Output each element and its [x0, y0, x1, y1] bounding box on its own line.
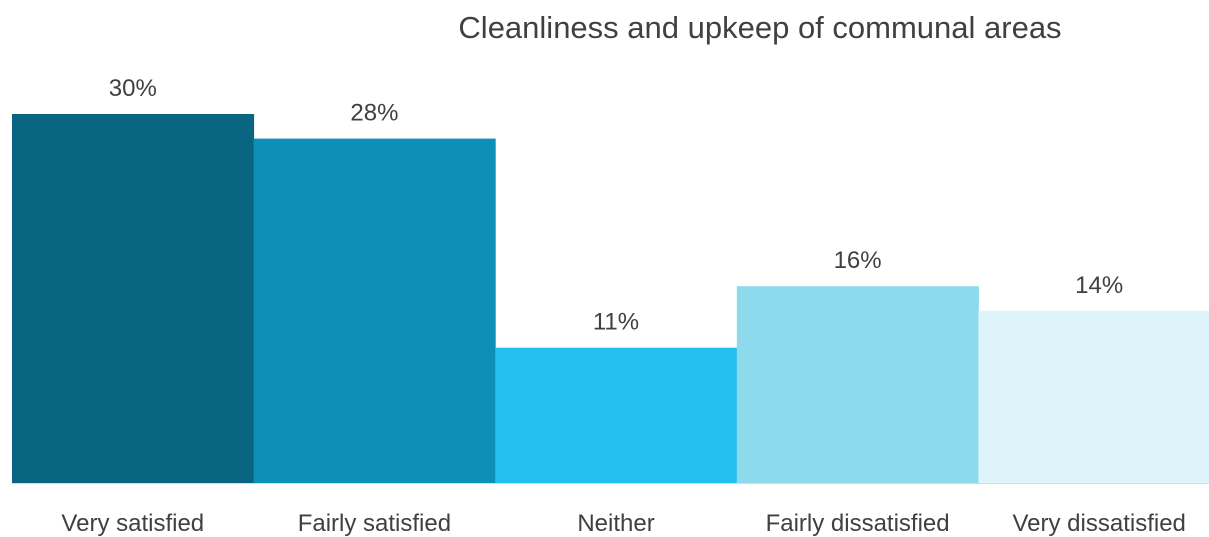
bar-fairly-satisfied	[253, 138, 496, 483]
bar-very-satisfied	[12, 114, 255, 483]
category-label: Very satisfied	[61, 510, 204, 537]
category-label: Neither	[577, 510, 654, 537]
category-label: Fairly dissatisfied	[766, 510, 950, 537]
category-label: Very dissatisfied	[1012, 510, 1185, 537]
bar-very-dissatisfied	[978, 310, 1209, 483]
chart-title: Cleanliness and upkeep of communal areas	[458, 10, 1062, 45]
data-label: 11%	[593, 309, 639, 336]
data-label: 16%	[834, 247, 882, 274]
category-label: Fairly satisfied	[298, 510, 451, 537]
data-label: 28%	[350, 100, 398, 127]
data-label: 30%	[109, 75, 157, 102]
bar-fairly-dissatisfied	[736, 286, 979, 483]
data-label: 14%	[1075, 272, 1123, 299]
bar-neither	[495, 347, 738, 483]
